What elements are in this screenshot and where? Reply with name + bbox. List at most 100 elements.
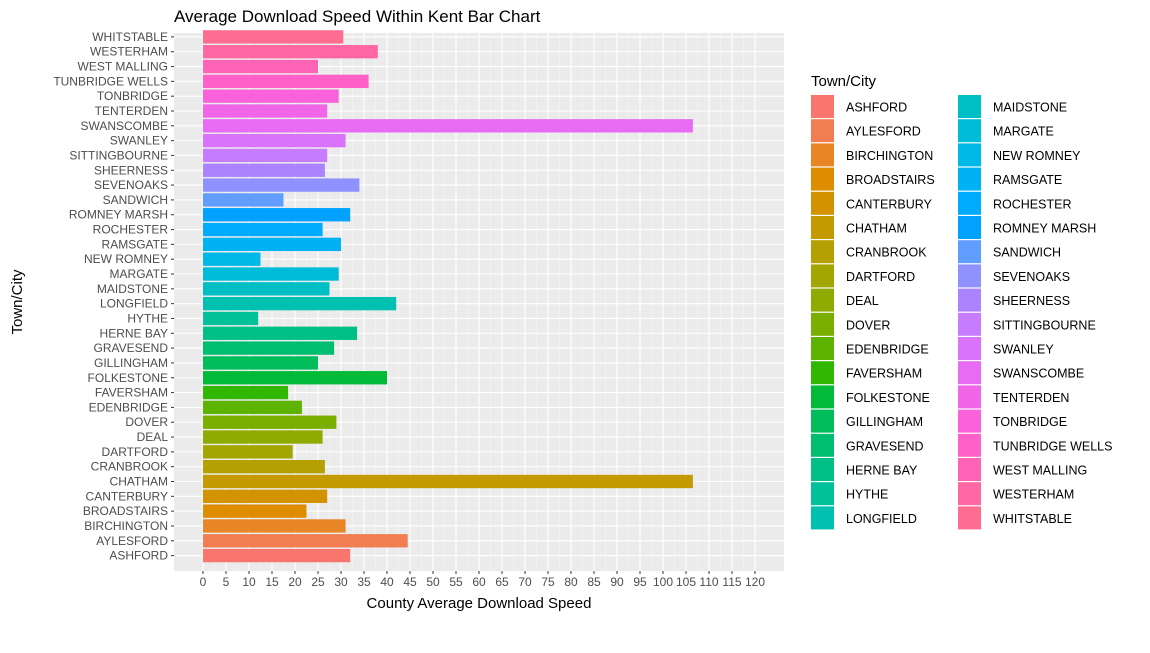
y-tick-label: NEW ROMNEY [84,252,168,266]
bar-dover [203,415,337,429]
legend-key-gravesend [811,433,834,457]
legend-label: SWANSCOMBE [993,367,1084,381]
legend-key-gillingham [811,409,834,433]
y-tick-label: ROMNEY MARSH [69,208,168,222]
legend-label: RAMSGATE [993,173,1062,187]
legend-label: CANTERBURY [846,197,933,211]
bar-canterbury [203,489,328,503]
bar-deal [203,430,323,444]
x-tick-label: 95 [633,575,647,589]
bar-tenterden [203,104,328,118]
legend-key-whitstable [958,506,981,530]
legend-key-sittingbourne [958,312,981,336]
y-tick-label: SWANSCOMBE [80,119,168,133]
legend-key-sevenoaks [958,264,981,288]
y-tick-label: BROADSTAIRS [83,504,168,518]
y-tick-label: BIRCHINGTON [84,519,168,533]
bar-sittingbourne [203,148,328,163]
legend-key-aylesford [811,119,834,143]
legend-key-ramsgate [958,167,981,191]
legend-key-deal [811,288,834,312]
y-tick-label: EDENBRIDGE [89,400,168,414]
bar-gravesend [203,341,335,355]
legend-key-romney-marsh [958,216,981,239]
x-tick-label: 60 [472,575,486,589]
y-tick-label: CRANBROOK [91,460,168,474]
y-tick-label: SWANLEY [110,134,168,148]
x-tick-label: 35 [357,575,371,589]
legend-label: CHATHAM [846,222,907,236]
legend-label: DOVER [846,318,890,332]
legend-label: GRAVESEND [846,439,924,453]
y-tick-label: HERNE BAY [100,326,168,340]
legend-key-maidstone [958,95,981,118]
legend-key-chatham [811,216,834,239]
y-tick-label: TENTERDEN [95,104,168,118]
bar-westerham [203,45,378,59]
legend-key-faversham [811,361,834,385]
legend-label: GILLINGHAM [846,415,923,429]
y-tick-label: DOVER [125,415,168,429]
y-tick-label: WESTERHAM [90,45,168,59]
legend-label: WESTERHAM [993,488,1074,502]
bars [203,30,693,563]
x-tick-label: 100 [653,575,673,589]
legend-key-hythe [811,482,834,506]
x-tick-label: 110 [699,575,718,589]
y-tick-label: DARTFORD [102,445,169,459]
legend-label: ROCHESTER [993,197,1071,211]
y-tick-label: WEST MALLING [78,60,168,74]
legend-key-tonbridge [958,409,981,433]
legend-label: TONBRIDGE [993,415,1067,429]
bar-hythe [203,311,259,326]
x-tick-label: 25 [311,575,325,589]
y-axis-ticks: ASHFORDAYLESFORDBIRCHINGTONBROADSTAIRSCA… [53,30,174,563]
bar-gillingham [203,356,318,370]
legend-key-edenbridge [811,337,834,360]
legend-key-broadstairs [811,167,834,191]
legend-label: LONGFIELD [846,512,917,526]
x-tick-label: 105 [676,575,696,589]
bar-cranbrook [203,460,325,474]
y-tick-label: SANDWICH [103,193,168,207]
legend-label: TENTERDEN [993,391,1069,405]
legend-key-new-romney [958,143,981,167]
x-tick-label: 70 [518,575,532,589]
x-tick-label: 50 [426,575,440,589]
y-tick-label: GRAVESEND [94,341,169,355]
bar-dartford [203,445,293,459]
x-tick-label: 120 [745,575,765,589]
legend: ASHFORD AYLESFORD BIRCHINGTON BROADSTAIRS CA… [811,95,1112,530]
x-tick-label: 20 [288,575,302,589]
bar-edenbridge [203,400,302,415]
x-tick-label: 75 [541,575,555,589]
bar-swanscombe [203,119,693,133]
x-axis-ticks: 0 5 10 15 20 25 30 35 40 45 50 55 60 65 70 75 80 85 90 95 10… [200,571,765,589]
bar-ashford [203,548,351,563]
bar-whitstable [203,30,344,44]
legend-key-swanley [958,337,981,360]
y-tick-label: FAVERSHAM [95,386,168,400]
bar-swanley [203,133,346,148]
y-tick-label: RAMSGATE [102,237,168,251]
x-tick-label: 55 [449,575,463,589]
legend-label: BROADSTAIRS [846,173,935,187]
bar-broadstairs [203,504,307,518]
legend-label: EDENBRIDGE [846,343,929,357]
x-tick-label: 90 [610,575,624,589]
legend-key-dover [811,312,834,336]
y-tick-label: SEVENOAKS [94,178,168,192]
legend-key-longfield [811,506,834,530]
legend-label: TUNBRIDGE WELLS [993,439,1112,453]
legend-label: HERNE BAY [846,464,918,478]
bar-tonbridge [203,89,339,103]
x-tick-label: 80 [564,575,578,589]
bar-longfield [203,296,397,311]
bar-aylesford [203,534,408,548]
legend-label: SITTINGBOURNE [993,318,1096,332]
legend-label: CRANBROOK [846,246,927,260]
bar-sandwich [203,193,284,207]
y-tick-label: TONBRIDGE [97,89,168,103]
x-tick-label: 85 [587,575,601,589]
